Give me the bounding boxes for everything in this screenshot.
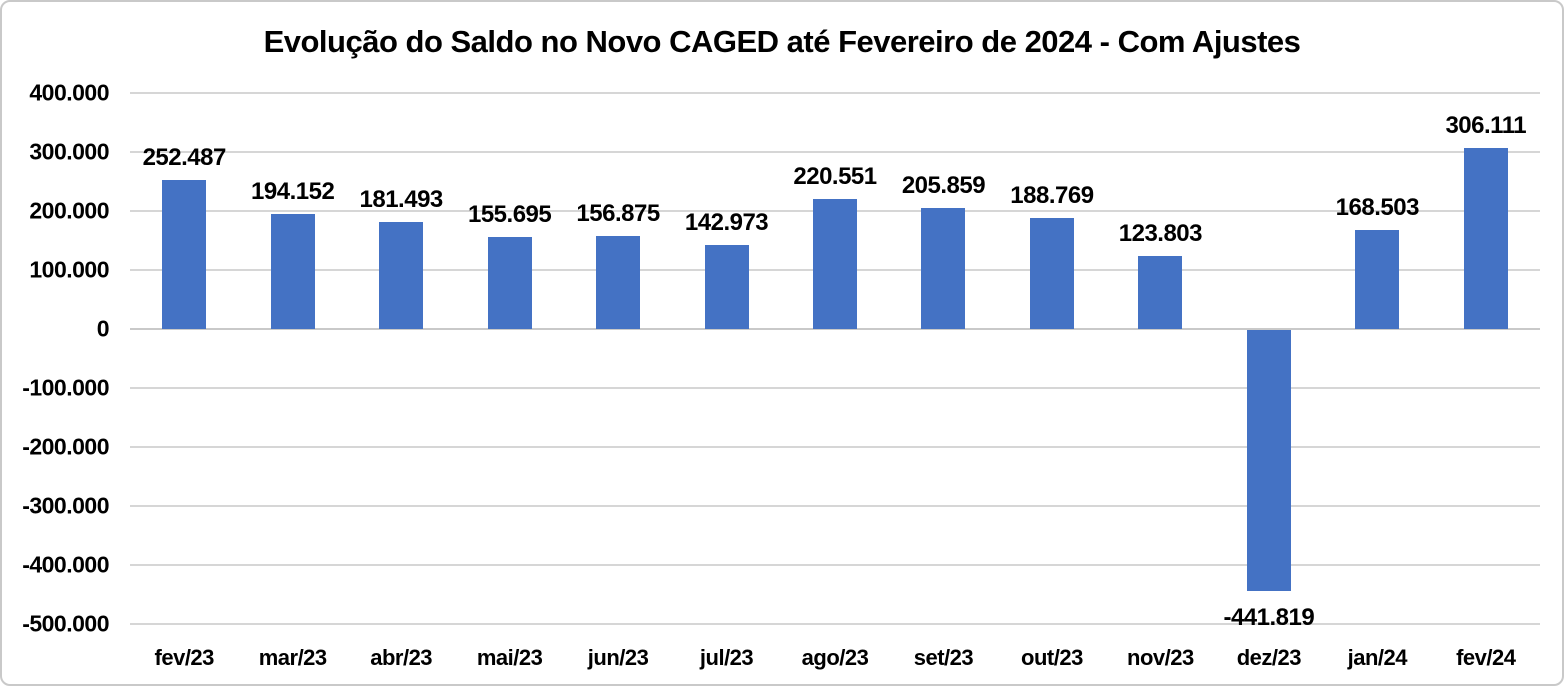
y-axis-tick-label: 0 xyxy=(96,315,110,342)
bar-jun-23 xyxy=(596,236,641,329)
y-axis-tick-label: -200.000 xyxy=(22,433,109,460)
y-axis-tick-label: 200.000 xyxy=(29,197,109,224)
x-axis-label-mar-23: mar/23 xyxy=(258,645,327,670)
x-axis-label-jul-23: jul/23 xyxy=(699,645,754,670)
x-axis-label-dez-23: dez/23 xyxy=(1236,645,1302,670)
bar-abr-23 xyxy=(379,221,424,329)
bar-jul-23 xyxy=(704,244,749,329)
x-axis-label-fev-23: fev/23 xyxy=(154,645,215,670)
bar-mar-23 xyxy=(270,214,315,329)
gridline--300000 xyxy=(130,505,1540,507)
data-label-fev-24: 306.111 xyxy=(1445,112,1527,140)
gridline--500000 xyxy=(130,623,1540,625)
data-label-jan-24: 168.503 xyxy=(1335,193,1420,221)
data-label-ago-23: 220.551 xyxy=(793,162,877,190)
gridline--200000 xyxy=(130,446,1540,448)
data-label-jun-23: 156.875 xyxy=(576,200,660,228)
y-axis-tick-label: 400.000 xyxy=(29,79,109,106)
data-label-jul-23: 142.973 xyxy=(684,208,769,236)
gridline--100000 xyxy=(130,387,1540,389)
data-label-nov-23: 123.803 xyxy=(1118,219,1203,247)
bar-jan-24 xyxy=(1355,229,1400,329)
x-axis-label-set-23: set/23 xyxy=(913,645,974,670)
data-label-set-23: 205.859 xyxy=(901,171,986,199)
data-label-abr-23: 181.493 xyxy=(359,185,444,213)
bar-fev-24 xyxy=(1463,148,1508,329)
x-axis-label-jun-23: jun/23 xyxy=(587,645,649,670)
data-label-dez-23: -441.819 xyxy=(1223,603,1315,631)
x-axis-label-nov-23: nov/23 xyxy=(1127,645,1194,670)
x-axis-label-out-23: out/23 xyxy=(1021,645,1083,670)
gridline-400000 xyxy=(130,92,1540,94)
x-axis-label-ago-23: ago/23 xyxy=(801,645,869,670)
y-axis-tick-label: -400.000 xyxy=(22,551,109,578)
x-axis-label-jan-24: jan/24 xyxy=(1347,645,1408,670)
bar-out-23 xyxy=(1029,217,1074,329)
data-label-out-23: 188.769 xyxy=(1010,181,1094,209)
chart-title: Evolução do Saldo no Novo CAGED até Feve… xyxy=(263,24,1301,59)
y-axis-tick-label: -300.000 xyxy=(22,492,109,519)
data-label-mai-23: 155.695 xyxy=(467,201,552,229)
bar-mai-23 xyxy=(487,237,532,329)
bar-nov-23 xyxy=(1138,255,1183,329)
y-axis-tick-label: 300.000 xyxy=(29,138,109,165)
y-axis-tick-label: -500.000 xyxy=(22,610,109,637)
x-axis-label-mai-23: mai/23 xyxy=(476,645,543,670)
data-label-mar-23: 194.152 xyxy=(251,178,335,206)
bar-fev-23 xyxy=(162,180,207,329)
gridline--400000 xyxy=(130,564,1540,566)
x-axis-label-fev-24: fev/24 xyxy=(1456,645,1516,670)
y-axis-tick-label: -100.000 xyxy=(22,374,109,401)
bar-set-23 xyxy=(921,207,966,329)
x-axis-label-abr-23: abr/23 xyxy=(370,645,433,670)
y-axis-tick-label: 100.000 xyxy=(29,256,109,283)
bar-dez-23 xyxy=(1246,330,1291,591)
gridline-0 xyxy=(130,328,1540,330)
data-label-fev-23: 252.487 xyxy=(142,144,227,172)
gridline-300000 xyxy=(130,151,1540,153)
bar-ago-23 xyxy=(813,198,857,329)
